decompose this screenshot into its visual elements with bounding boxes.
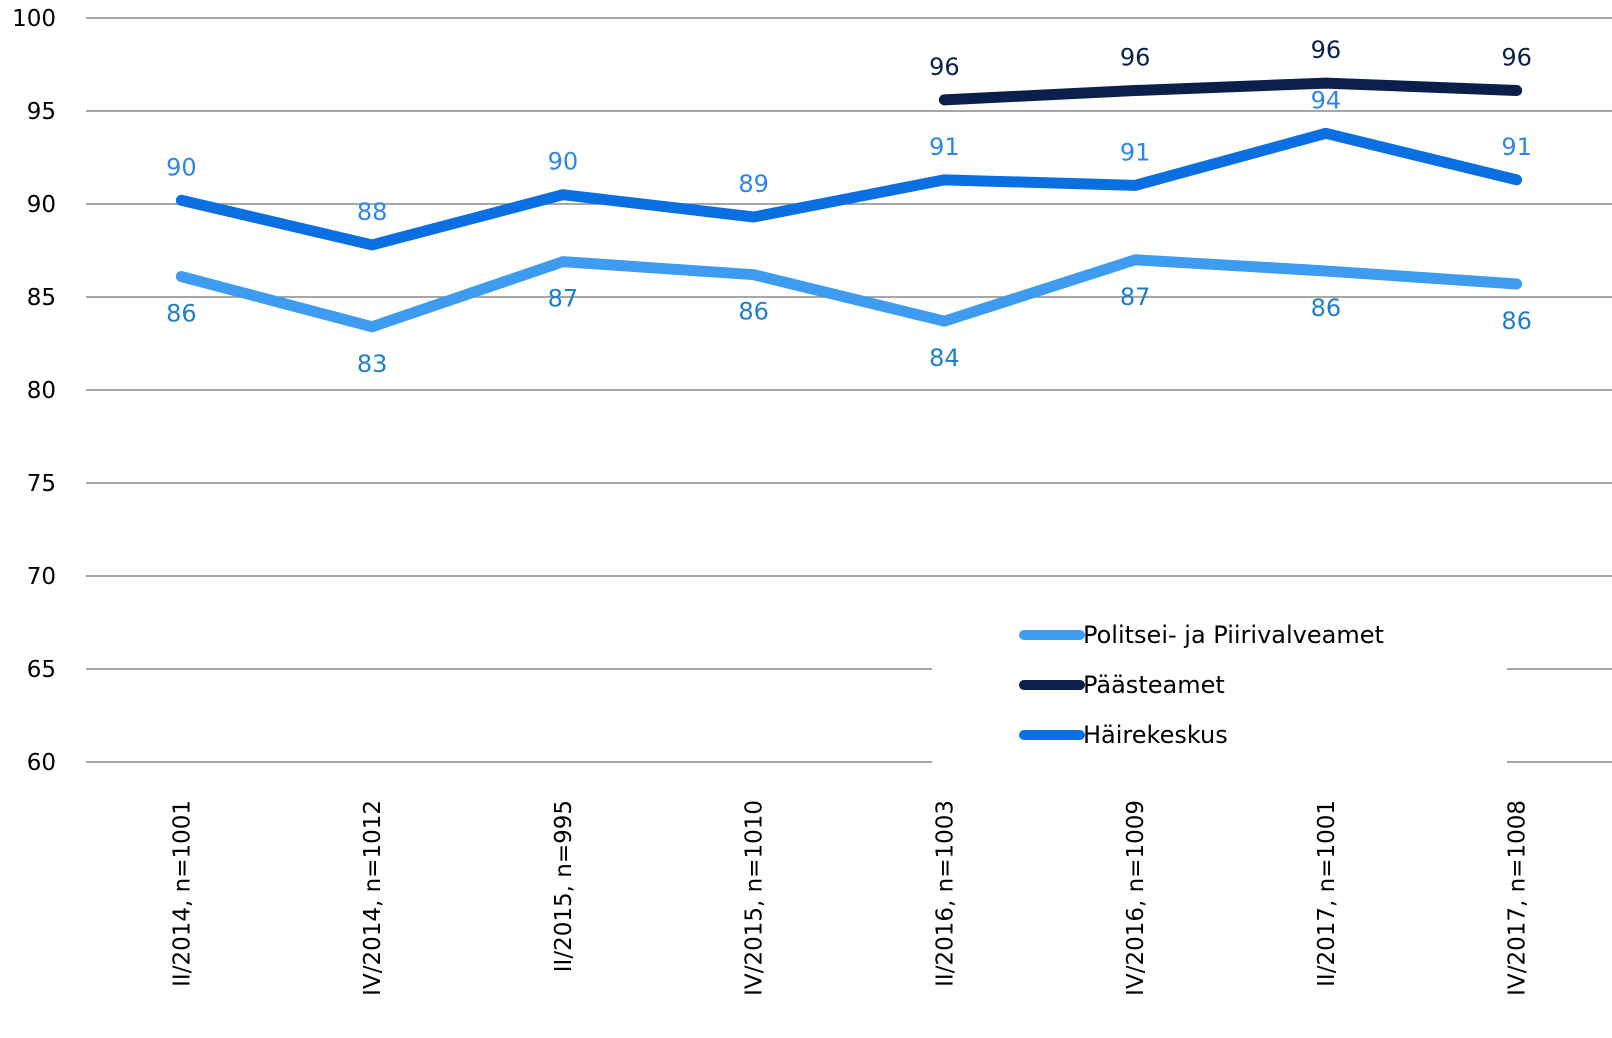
data-point — [561, 193, 564, 196]
data-label: 89 — [738, 170, 769, 198]
data-point — [1324, 269, 1327, 272]
data-point — [1515, 178, 1518, 181]
data-point — [752, 273, 755, 276]
data-point — [371, 325, 374, 328]
data-point — [1134, 184, 1137, 187]
data-label: 91 — [1120, 138, 1151, 166]
y-tick-label: 100 — [12, 6, 56, 32]
data-label: 94 — [1311, 86, 1342, 114]
data-label: 90 — [166, 153, 197, 181]
x-axis-tick-labels: II/2014, n=1001 IV/2014, n=1012 II/2015, n… — [169, 800, 1530, 996]
data-label: 86 — [166, 300, 197, 328]
data-point — [371, 243, 374, 246]
data-label: 90 — [548, 148, 579, 176]
legend: Politsei- ja Piirivalveamet Päästeamet Häi… — [932, 610, 1507, 770]
data-label: 96 — [1311, 36, 1342, 64]
y-tick-label: 60 — [27, 750, 56, 776]
data-label: 96 — [929, 53, 960, 81]
legend-label: Politsei- ja Piirivalveamet — [1083, 621, 1384, 649]
data-label: 91 — [1501, 133, 1532, 161]
y-tick-label: 90 — [27, 192, 56, 218]
series-line-1 — [175, 254, 1523, 333]
x-tick-label: II/2017, n=1001 — [1314, 800, 1340, 987]
series-line-3 — [175, 127, 1523, 251]
data-label: 96 — [1120, 44, 1151, 72]
x-tick-label: II/2014, n=1001 — [169, 800, 195, 987]
data-label: 87 — [1120, 283, 1151, 311]
data-point — [180, 199, 183, 202]
data-point — [943, 98, 946, 101]
data-point — [943, 178, 946, 181]
data-point — [180, 275, 183, 278]
data-label: 91 — [929, 133, 960, 161]
data-point — [943, 320, 946, 323]
y-tick-label: 65 — [27, 657, 56, 683]
y-tick-label: 70 — [27, 564, 56, 590]
x-tick-label: IV/2015, n=1010 — [742, 800, 768, 996]
x-tick-label: IV/2017, n=1008 — [1505, 800, 1531, 996]
data-point — [1134, 89, 1137, 92]
data-point — [1134, 258, 1137, 261]
y-tick-label: 80 — [27, 378, 56, 404]
y-tick-label: 85 — [27, 285, 56, 311]
data-point — [1515, 282, 1518, 285]
y-axis-tick-labels: 60 65 70 75 80 85 90 95 100 — [12, 6, 56, 776]
x-tick-label: II/2016, n=1003 — [932, 800, 958, 987]
data-label: 84 — [929, 344, 960, 372]
data-label: 88 — [357, 198, 388, 226]
legend-label: Häirekeskus — [1083, 721, 1228, 749]
data-label: 86 — [1501, 307, 1532, 335]
data-point — [561, 260, 564, 263]
data-label: 83 — [357, 350, 388, 378]
x-tick-label: II/2015, n=995 — [551, 800, 577, 972]
series-lines — [175, 77, 1523, 333]
data-point — [1324, 82, 1327, 85]
data-point — [752, 216, 755, 219]
series-line-2 — [938, 77, 1523, 106]
data-label: 86 — [1311, 294, 1342, 322]
x-tick-label: IV/2016, n=1009 — [1123, 800, 1149, 996]
data-point — [1515, 89, 1518, 92]
data-label: 96 — [1501, 44, 1532, 72]
x-tick-label: IV/2014, n=1012 — [360, 800, 386, 996]
data-label: 87 — [548, 285, 579, 313]
data-labels: 86 83 87 86 84 87 86 86 96 96 96 96 90 88 90 89 91 91 94 91 — [166, 36, 1532, 378]
legend-label: Päästeamet — [1083, 671, 1225, 699]
y-tick-label: 95 — [27, 99, 56, 125]
y-tick-label: 75 — [27, 471, 56, 497]
data-point — [1324, 132, 1327, 135]
data-label: 86 — [738, 298, 769, 326]
